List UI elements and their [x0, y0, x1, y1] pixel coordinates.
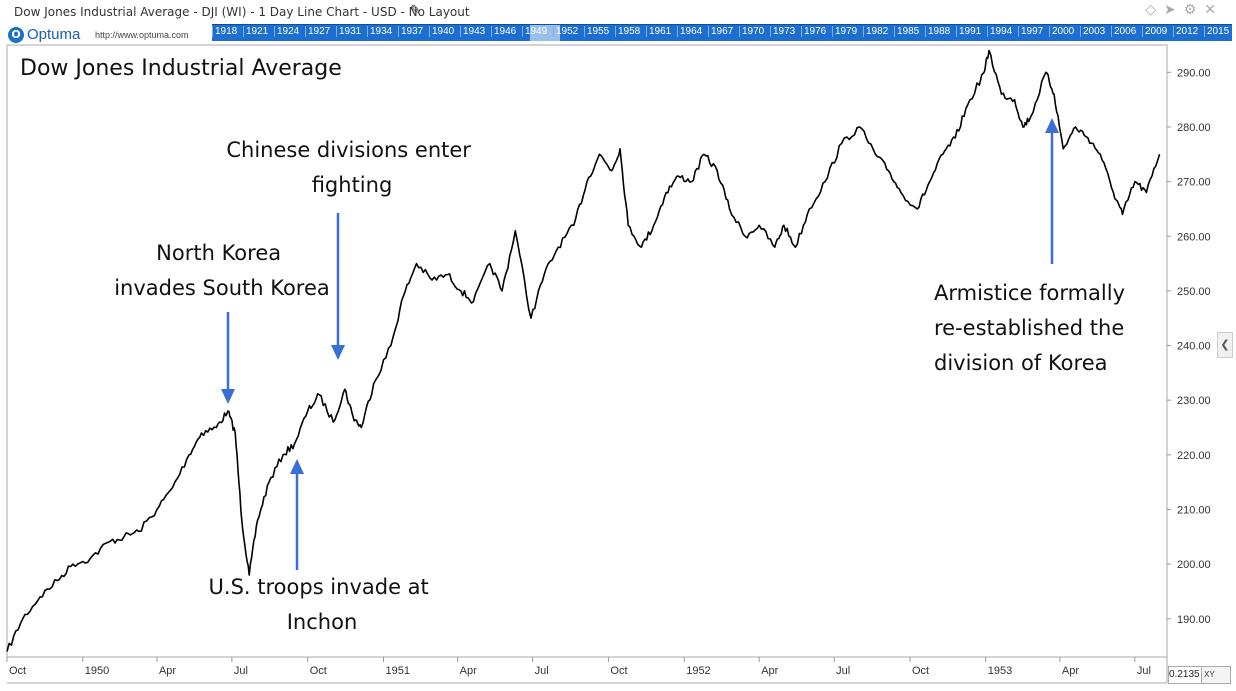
timeline-year[interactable]: 1976 — [801, 26, 826, 37]
timeline-year[interactable]: 1967 — [708, 26, 733, 37]
x-tick-label: Apr — [1062, 665, 1079, 677]
chart-title: Dow Jones Industrial Average — [20, 56, 342, 81]
arrow-chinese-head — [331, 345, 345, 360]
x-tick-label: 1951 — [386, 665, 410, 677]
x-tick-label: Jul — [535, 665, 549, 677]
x-tick-label: Apr — [761, 665, 778, 677]
x-tick-label: Oct — [912, 665, 929, 677]
arrow-north-korea-head — [221, 389, 235, 404]
close-icon[interactable]: ✕ — [1204, 2, 1224, 18]
timeline-year[interactable]: 1927 — [305, 26, 330, 37]
pencil-icon[interactable]: ✎ — [410, 3, 421, 18]
x-tick-label: 1950 — [85, 665, 109, 677]
annotation-armistice-text: Armistice formally re-established the di… — [934, 281, 1132, 375]
y-tick-label: 250.00 — [1177, 286, 1211, 298]
arrow-inchon-head — [290, 459, 304, 474]
timeline-year[interactable]: 2015 — [1204, 26, 1229, 37]
window-title: Dow Jones Industrial Average - DJI (WI) … — [14, 5, 470, 19]
y-tick-label: 220.00 — [1177, 450, 1211, 462]
xy-toggle-button[interactable]: XY — [1201, 666, 1231, 684]
arrow-armistice-head — [1045, 118, 1059, 133]
x-tick-label: Oct — [310, 665, 327, 677]
timeline-year[interactable]: 1970 — [739, 26, 764, 37]
collapse-panel-chevron-icon[interactable]: ❮ — [1217, 332, 1233, 358]
y-tick-label: 280.00 — [1177, 122, 1211, 134]
timeline-year[interactable]: 1931 — [336, 26, 361, 37]
timeline-year[interactable]: 2009 — [1142, 26, 1167, 37]
timeline-year[interactable]: 1940 — [429, 26, 454, 37]
timeline-year[interactable]: 1964 — [677, 26, 702, 37]
timeline-year[interactable]: 1985 — [894, 26, 919, 37]
timeline-year[interactable]: 1994 — [987, 26, 1012, 37]
brand-row: O Optuma http://www.optuma.com — [0, 24, 1236, 44]
timeline-navigator[interactable]: 1918 1921 1924 1927 1931 1934 1937 1940 1943 1946… — [212, 24, 1232, 41]
timeline-year[interactable]: 1988 — [925, 26, 950, 37]
timeline-year[interactable]: 1946 — [491, 26, 516, 37]
x-tick-label: 1953 — [988, 665, 1012, 677]
y-tick-label: 240.00 — [1177, 341, 1211, 353]
y-tick-label: 230.00 — [1177, 395, 1211, 407]
annotation-armistice: Armistice formally re-established the di… — [934, 118, 1132, 375]
pin-icon[interactable]: ➤ — [1163, 2, 1184, 18]
timeline-year[interactable]: 1958 — [615, 26, 640, 37]
annotation-chinese: Chinese divisions enter fighting — [226, 138, 477, 360]
annotation-north-korea-text: North Korea invades South Korea — [114, 241, 330, 300]
x-tick-label: Apr — [460, 665, 477, 677]
brand-url[interactable]: http://www.optuma.com — [95, 30, 189, 40]
timeline-year[interactable]: 2012 — [1173, 26, 1198, 37]
timeline-year[interactable]: 1934 — [367, 26, 392, 37]
timeline-year[interactable]: 1997 — [1018, 26, 1043, 37]
timeline-year[interactable]: 2000 — [1049, 26, 1074, 37]
timeline-year[interactable]: 2006 — [1111, 26, 1136, 37]
readout-value: 0.2135 — [1168, 666, 1202, 684]
gear-icon[interactable]: ⚙ — [1183, 2, 1205, 18]
timeline-year[interactable]: 1979 — [832, 26, 857, 37]
timeline-year[interactable]: 1982 — [863, 26, 888, 37]
annotation-north-korea: North Korea invades South Korea — [114, 241, 330, 404]
x-tick-label: Jul — [836, 665, 850, 677]
y-axis-ticks: 190.00 200.00 210.00 220.00 230.00 240.00 250.… — [1167, 67, 1211, 626]
title-bar: Dow Jones Industrial Average - DJI (WI) … — [0, 0, 1236, 24]
y-tick-label: 270.00 — [1177, 177, 1211, 189]
timeline-year[interactable]: 1921 — [243, 26, 268, 37]
annotation-inchon-text: U.S. troops invade at Inchon — [209, 575, 436, 634]
timeline-year[interactable]: 1952 — [553, 26, 578, 37]
x-axis-ticks: Oct 1950 Apr Jul Oct 1951 Apr Jul Oct 1952 Apr Jul O… — [6, 657, 1151, 677]
x-tick-label: 1952 — [686, 665, 710, 677]
timeline-year[interactable]: 1961 — [646, 26, 671, 37]
y-tick-label: 290.00 — [1177, 67, 1211, 79]
annotation-chinese-text: Chinese divisions enter fighting — [226, 138, 477, 197]
optuma-logo-icon: O — [8, 27, 24, 43]
dow-jones-line — [6, 49, 1161, 652]
brand-logo-text: Optuma — [27, 26, 81, 43]
diamond-icon[interactable]: ◇ — [1145, 2, 1164, 18]
timeline-year[interactable]: 1973 — [770, 26, 795, 37]
timeline-scroll-thumb[interactable] — [530, 25, 560, 41]
y-tick-label: 190.00 — [1177, 614, 1211, 626]
y-tick-label: 260.00 — [1177, 231, 1211, 243]
x-tick-label: Jul — [234, 665, 248, 677]
timeline-year[interactable]: 1949 — [522, 26, 547, 37]
x-tick-label: Jul — [1137, 665, 1151, 677]
x-tick-label: Oct — [610, 665, 627, 677]
timeline-year[interactable]: 1955 — [584, 26, 609, 37]
x-tick-label: Apr — [159, 665, 176, 677]
toolbar-icons[interactable]: ◇➤⚙✕ — [1145, 2, 1224, 18]
annotation-inchon: U.S. troops invade at Inchon — [209, 459, 436, 634]
timeline-year[interactable]: 1991 — [956, 26, 981, 37]
timeline-year[interactable]: 1943 — [460, 26, 485, 37]
timeline-year[interactable]: 1924 — [274, 26, 299, 37]
y-tick-label: 210.00 — [1177, 504, 1211, 516]
x-tick-label: Oct — [9, 665, 26, 677]
timeline-year[interactable]: 1918 — [212, 26, 237, 37]
y-tick-label: 200.00 — [1177, 559, 1211, 571]
timeline-year[interactable]: 1937 — [398, 26, 423, 37]
timeline-year[interactable]: 2003 — [1080, 26, 1105, 37]
